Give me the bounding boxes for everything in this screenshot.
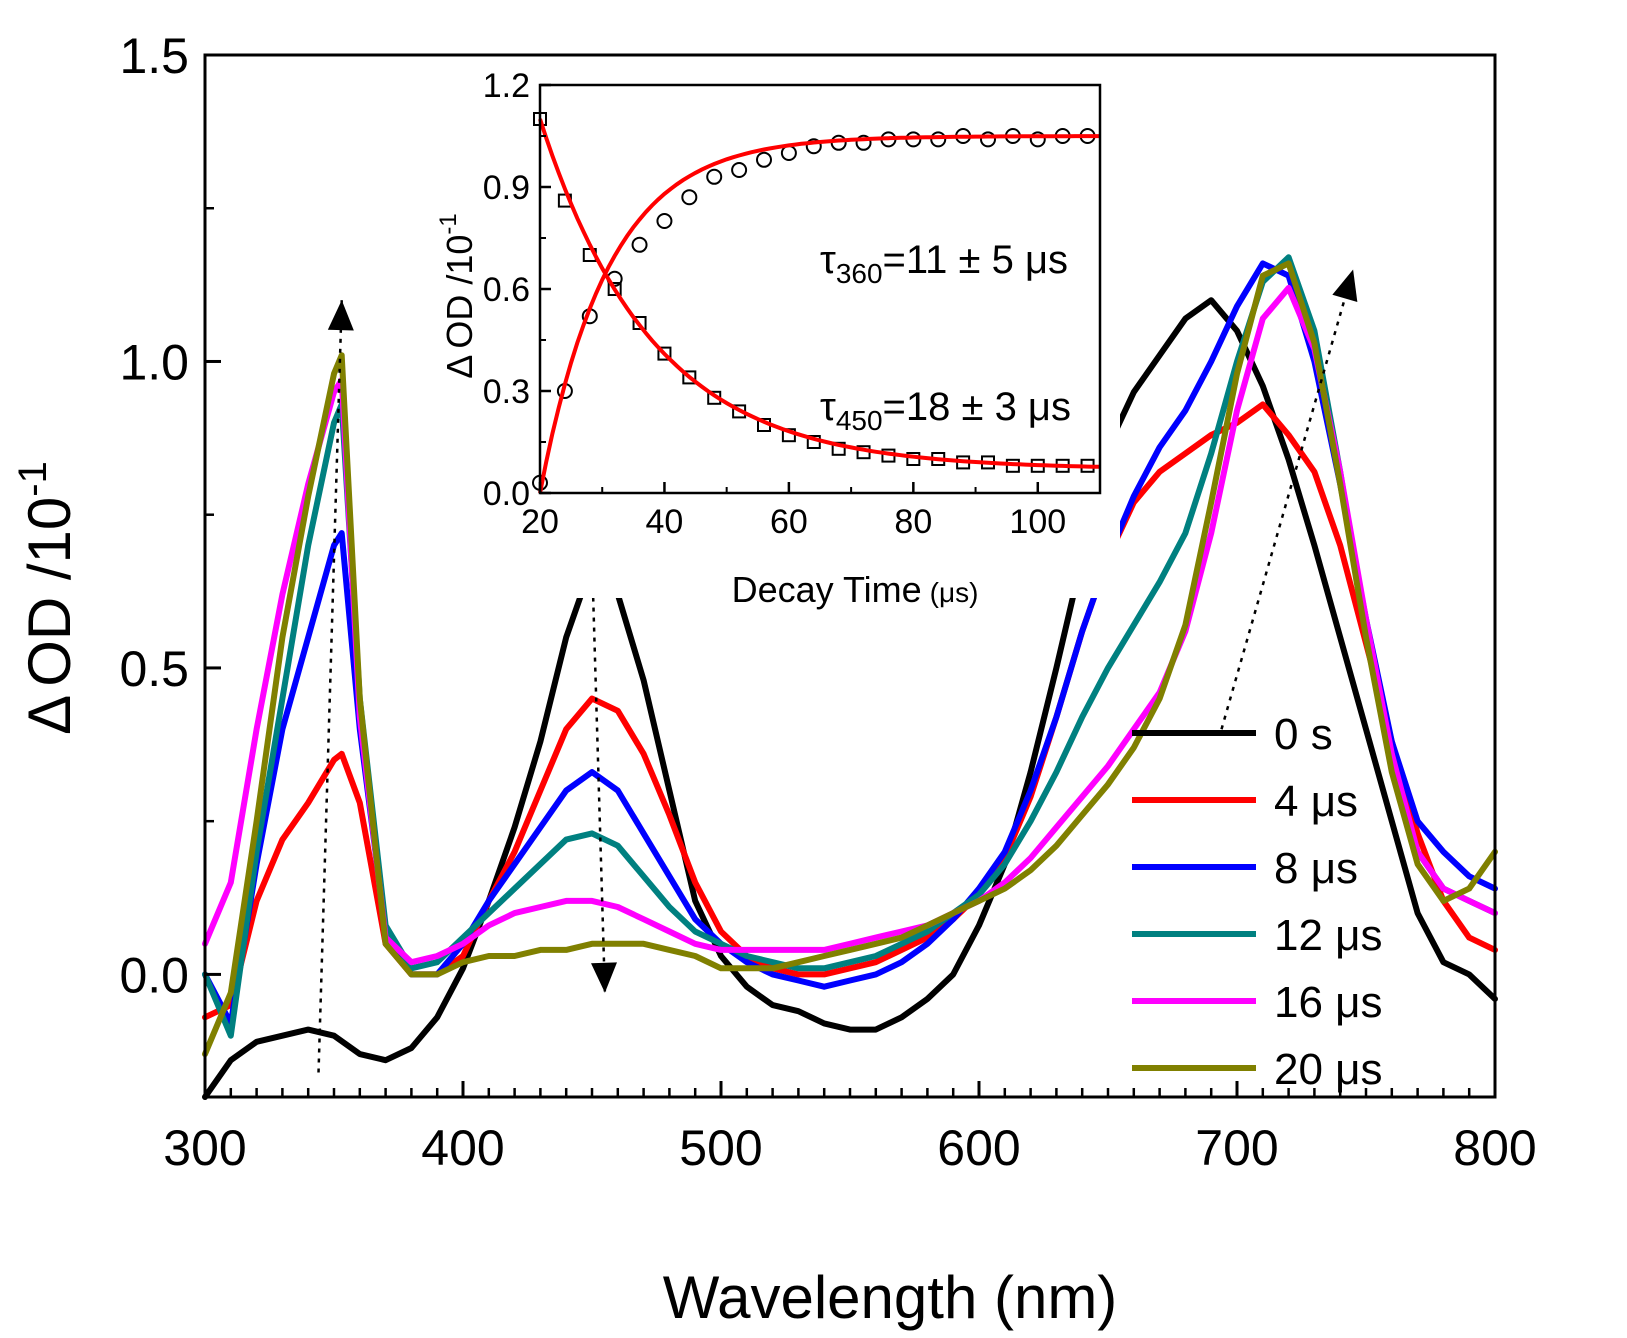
inset-point-360 <box>656 213 673 229</box>
main-x-tick-label: 600 <box>937 1120 1020 1176</box>
inset-y-tick-label: 0.6 <box>483 271 530 309</box>
main-x-tick-label: 700 <box>1195 1120 1278 1176</box>
inset-x-axis-label: Decay Time <box>732 569 922 610</box>
inset-point-360 <box>980 131 996 148</box>
inset-y-tick-label: 0.3 <box>483 373 530 411</box>
main-y-tick-label: 1.5 <box>119 28 189 84</box>
inset-fit-curves <box>538 118 1101 494</box>
series-line-20-uss <box>202 260 1498 1058</box>
inset-ticks: 20 40 60 80 100 0.0 0.3 0.6 0.9 1.2 <box>483 67 1066 541</box>
series-line-16-uss <box>202 284 1498 966</box>
main-plot-ticks: 300 400 500 600 700 800 0.0 0.5 1.0 1.5 <box>119 28 1536 1176</box>
tau-360-value: =11 ± 5 μs <box>883 238 1068 282</box>
inset-x-axis-unit: (μs) <box>930 577 979 608</box>
series-line-0-s <box>202 297 1498 1100</box>
tau-450-symbol: τ <box>820 385 836 429</box>
inset-point-450 <box>632 316 647 330</box>
inset-x-tick-label: 80 <box>894 503 932 541</box>
inset-y-axis-exponent: -1 <box>435 213 462 234</box>
trend-arrow-head-2 <box>591 962 618 993</box>
legend-label-12-uss: 12 μs <box>1274 911 1383 960</box>
inset-point-360 <box>756 151 772 168</box>
main-y-axis-label: OD /10 <box>16 497 83 687</box>
inset-x-tick-label: 60 <box>770 503 808 541</box>
inset-y-tick-label: 0.0 <box>483 475 530 513</box>
inset-point-360 <box>805 138 822 155</box>
main-y-tick-label: 0.0 <box>119 947 189 1003</box>
inset-y-axis-delta: Δ <box>439 355 480 379</box>
legend-label-16-uss: 16 μs <box>1274 978 1383 1027</box>
main-plot-lines <box>202 254 1498 1100</box>
legend: 0 s 4 μs 8 μs 12 μs 16 μs 20 μs <box>1132 710 1383 1094</box>
inset-point-450 <box>657 346 672 361</box>
inset-y-axis-label: OD /10 <box>439 235 480 349</box>
tau-360-subscript: 360 <box>836 258 883 289</box>
trend-arrow-head-3 <box>1332 269 1358 302</box>
inset-point-360 <box>631 236 648 253</box>
inset-x-tick-label: 40 <box>646 503 684 541</box>
inset-point-360 <box>681 189 698 206</box>
trend-arrow-head-1 <box>327 300 354 331</box>
main-x-tick-label: 500 <box>679 1120 762 1176</box>
inset-point-360 <box>731 162 748 178</box>
inset-point-450 <box>831 441 846 456</box>
tau-450-value: =18 ± 3 μs <box>883 385 1071 429</box>
legend-label-8-uss: 8 μs <box>1274 844 1358 893</box>
inset-point-360 <box>855 134 872 151</box>
main-y-axis-delta: Δ <box>16 695 83 735</box>
inset-point-360 <box>930 131 947 148</box>
inset-point-360 <box>706 168 723 185</box>
inset-background <box>420 65 1120 598</box>
main-x-tick-label: 800 <box>1453 1120 1536 1176</box>
main-y-axis-exponent: -1 <box>11 461 55 497</box>
inset-x-axis-title: Decay Time (μs) <box>732 569 979 610</box>
tau-360-annotation: τ360=11 ± 5 μs <box>820 238 1068 289</box>
main-y-tick-label: 1.0 <box>119 334 189 390</box>
inset-y-axis-title: Δ OD /10-1 <box>435 213 480 378</box>
legend-label-0-s: 0 s <box>1274 710 1333 759</box>
tau-360-symbol: τ <box>820 238 836 282</box>
inset-fit-450-curve <box>538 118 1101 469</box>
inset-fit-360-curve <box>538 134 1100 494</box>
inset-point-450 <box>607 282 622 296</box>
tau-450-annotation: τ450=18 ± 3 μs <box>820 385 1071 436</box>
main-x-axis-title: Wavelength (nm) <box>663 1264 1118 1331</box>
inset-x-tick-label: 20 <box>521 503 559 541</box>
legend-label-4-uss: 4 μs <box>1274 777 1358 826</box>
legend-label-20-uss: 20 μs <box>1274 1045 1383 1094</box>
inset-point-450 <box>682 370 697 385</box>
inset-y-tick-label: 1.2 <box>483 67 530 105</box>
inset-point-360 <box>1029 131 1046 148</box>
main-y-tick-label: 0.5 <box>119 641 189 697</box>
tau-450-subscript: 450 <box>836 405 883 436</box>
main-x-tick-label: 300 <box>163 1120 246 1176</box>
trend-arrow-line-2 <box>590 557 607 993</box>
main-y-axis-title: Δ OD /10-1 <box>11 461 83 735</box>
main-plot-arrows <box>317 269 1358 1073</box>
inset-x-tick-label: 100 <box>1009 503 1066 541</box>
inset-y-tick-label: 0.9 <box>483 169 530 207</box>
main-x-tick-label: 400 <box>421 1120 504 1176</box>
trend-arrow-line-1 <box>317 300 343 1073</box>
